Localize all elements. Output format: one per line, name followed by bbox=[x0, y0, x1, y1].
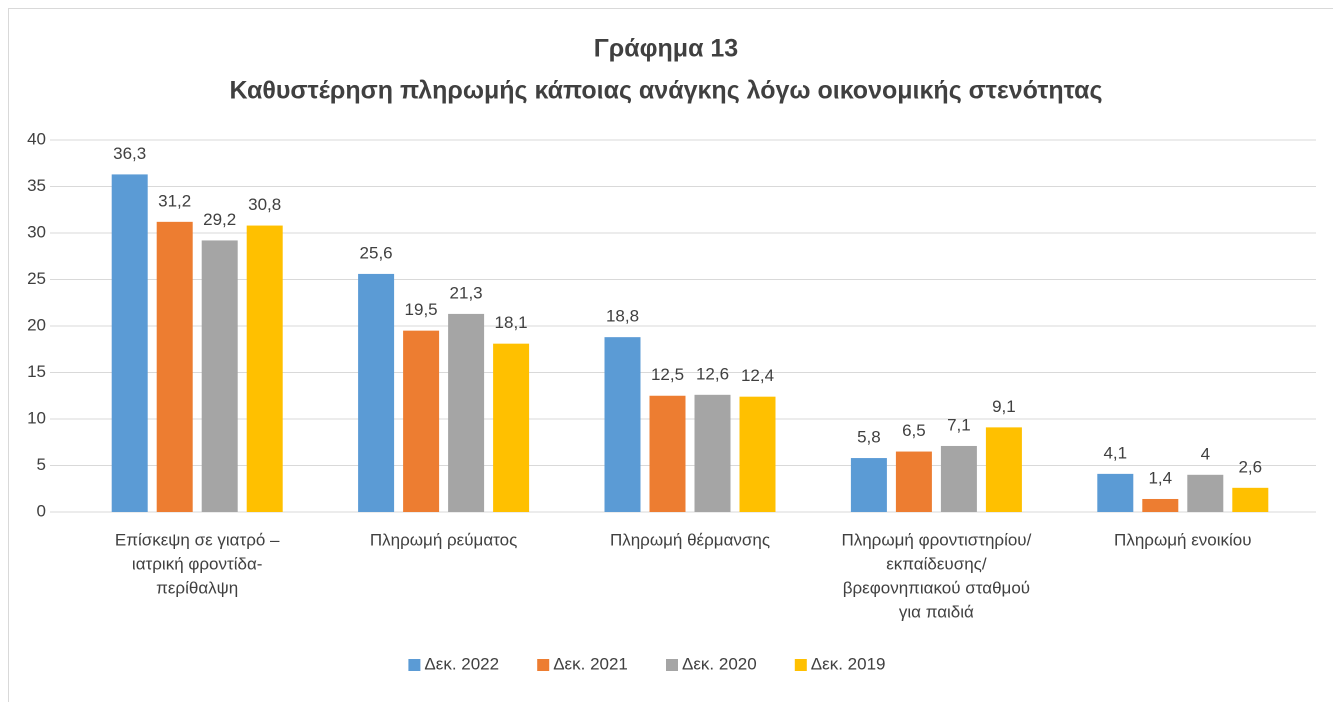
bar bbox=[1142, 498, 1179, 512]
bar bbox=[403, 330, 440, 512]
y-tick-label: 10 bbox=[27, 408, 46, 427]
legend-label: Δεκ. 2022 bbox=[424, 654, 499, 673]
value-label: 30,8 bbox=[248, 195, 281, 214]
legend-label: Δεκ. 2020 bbox=[682, 654, 757, 673]
bar bbox=[493, 343, 530, 512]
x-tick-label: Επίσκεψη σε γιατρό – bbox=[115, 530, 280, 549]
value-label: 4,1 bbox=[1103, 443, 1127, 462]
value-label: 2,6 bbox=[1238, 457, 1262, 476]
bar bbox=[985, 427, 1022, 512]
y-tick-label: 0 bbox=[37, 501, 46, 520]
value-label: 25,6 bbox=[360, 243, 393, 262]
x-tick-label: για παιδιά bbox=[899, 602, 974, 621]
value-label: 4 bbox=[1201, 444, 1210, 463]
y-tick-label: 5 bbox=[37, 455, 46, 474]
y-tick-label: 15 bbox=[27, 362, 46, 381]
value-label: 12,6 bbox=[696, 364, 729, 383]
value-label: 5,8 bbox=[857, 428, 881, 447]
bar bbox=[1097, 473, 1134, 512]
value-label: 29,2 bbox=[203, 210, 236, 229]
bar bbox=[895, 451, 932, 512]
bar bbox=[850, 458, 887, 512]
value-label: 9,1 bbox=[992, 397, 1016, 416]
y-tick-label: 40 bbox=[27, 129, 46, 148]
value-label: 6,5 bbox=[902, 421, 926, 440]
x-tick-label: βρεφονηπιακού σταθμού bbox=[843, 578, 1030, 597]
bar bbox=[156, 221, 193, 512]
bar bbox=[1232, 487, 1269, 512]
bar bbox=[604, 337, 641, 512]
y-tick-label: 30 bbox=[27, 222, 46, 241]
x-tick-label: εκπαίδευσης/ bbox=[886, 554, 987, 573]
legend-label: Δεκ. 2021 bbox=[553, 654, 628, 673]
x-tick-label: Πληρωμή θέρμανσης bbox=[610, 530, 770, 549]
bar bbox=[694, 394, 731, 512]
legend-swatch bbox=[666, 659, 678, 671]
bar bbox=[111, 174, 148, 512]
x-tick-label: ιατρική φροντίδα- bbox=[132, 554, 263, 573]
bar bbox=[201, 240, 238, 512]
value-label: 1,4 bbox=[1148, 468, 1172, 487]
bar bbox=[1187, 474, 1224, 512]
value-label: 21,3 bbox=[450, 283, 483, 302]
value-label: 18,1 bbox=[495, 313, 528, 332]
legend-swatch bbox=[408, 659, 421, 671]
chart-subtitle: Καθυστέρηση πληρωμής κάποιας ανάγκης λόγ… bbox=[229, 77, 1102, 105]
chart-title: Γράφημα 13 bbox=[594, 35, 738, 63]
value-label: 19,5 bbox=[405, 300, 438, 319]
x-tick-label: Πληρωμή ενοικίου bbox=[1114, 530, 1252, 549]
bar bbox=[448, 313, 485, 512]
y-tick-label: 35 bbox=[27, 176, 46, 195]
x-tick-label: Πληρωμή φροντιστηρίου/ bbox=[841, 530, 1031, 549]
legend-swatch bbox=[794, 659, 807, 671]
value-label: 12,4 bbox=[741, 366, 774, 385]
bar bbox=[940, 445, 977, 512]
value-label: 36,3 bbox=[113, 144, 146, 163]
legend-swatch bbox=[537, 659, 550, 671]
value-label: 31,2 bbox=[158, 191, 191, 210]
value-label: 7,1 bbox=[947, 415, 971, 434]
x-tick-label: Πληρωμή ρεύματος bbox=[370, 530, 517, 549]
value-label: 18,8 bbox=[606, 307, 639, 326]
legend-label: Δεκ. 2019 bbox=[811, 654, 886, 673]
bar bbox=[246, 225, 283, 512]
value-label: 12,5 bbox=[651, 365, 684, 384]
bar bbox=[649, 395, 686, 512]
y-tick-label: 20 bbox=[27, 315, 46, 334]
y-tick-label: 25 bbox=[27, 269, 46, 288]
x-tick-label: περίθαλψη bbox=[156, 578, 238, 597]
bar bbox=[358, 273, 395, 512]
bar bbox=[739, 396, 776, 512]
